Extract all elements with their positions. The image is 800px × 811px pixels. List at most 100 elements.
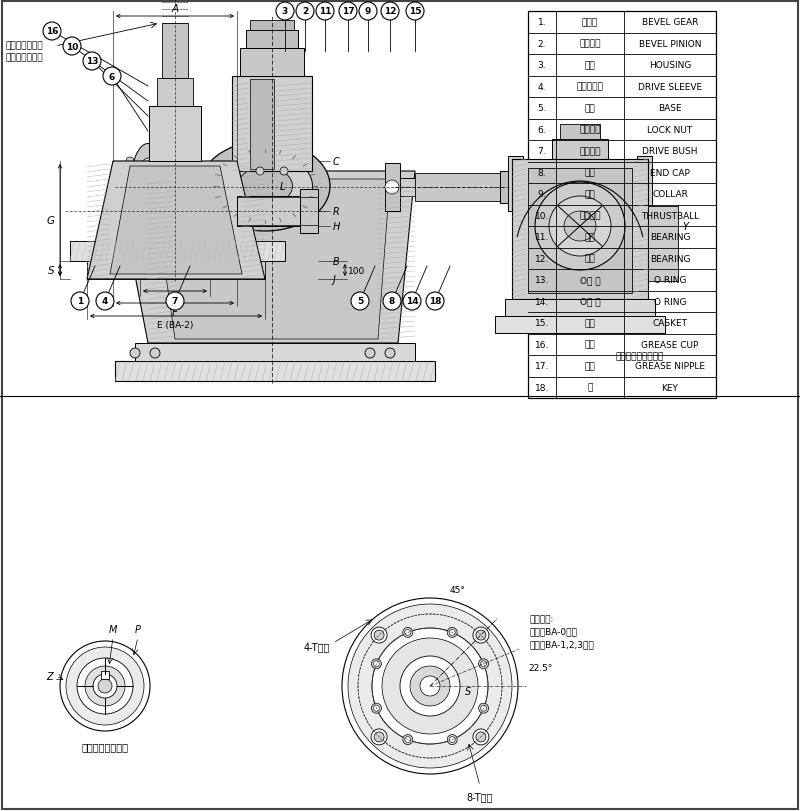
Ellipse shape <box>238 168 293 206</box>
Circle shape <box>478 703 489 714</box>
Text: 11: 11 <box>318 7 331 16</box>
Circle shape <box>296 3 314 21</box>
Circle shape <box>374 706 379 711</box>
Text: 3: 3 <box>282 7 288 16</box>
Text: 6.: 6. <box>538 126 546 135</box>
Bar <box>508 157 523 212</box>
Text: KEY: KEY <box>662 384 678 393</box>
Bar <box>528 12 716 398</box>
Text: BEVEL PINION: BEVEL PINION <box>638 40 702 49</box>
Text: 接盘: 接盘 <box>585 104 595 113</box>
Circle shape <box>473 628 489 643</box>
Circle shape <box>372 629 488 744</box>
Circle shape <box>385 181 399 195</box>
Circle shape <box>403 735 413 744</box>
Text: 12: 12 <box>384 7 396 16</box>
Text: O RING: O RING <box>654 276 686 285</box>
Text: GREASE NIPPLE: GREASE NIPPLE <box>635 362 705 371</box>
Text: F: F <box>172 307 178 318</box>
Text: 4: 4 <box>102 297 108 306</box>
Circle shape <box>166 293 184 311</box>
Circle shape <box>481 661 486 667</box>
Text: 100: 100 <box>348 266 366 275</box>
Ellipse shape <box>218 154 313 219</box>
Text: C: C <box>333 157 340 167</box>
Circle shape <box>403 628 413 637</box>
Text: 推力轴承: 推力轴承 <box>579 212 601 221</box>
Text: 弧齿轮: 弧齿轮 <box>582 18 598 28</box>
Text: 该尺寸详见主参数表: 该尺寸详见主参数表 <box>615 352 663 361</box>
Text: 17: 17 <box>342 7 354 16</box>
Circle shape <box>403 293 421 311</box>
Text: S: S <box>465 686 471 696</box>
Circle shape <box>382 638 478 734</box>
Text: 6: 6 <box>109 72 115 81</box>
Circle shape <box>83 53 101 71</box>
Circle shape <box>126 208 134 216</box>
Circle shape <box>339 3 357 21</box>
Text: BASE: BASE <box>658 104 682 113</box>
Text: 油杯: 油杯 <box>585 362 595 371</box>
Text: Z: Z <box>46 672 53 681</box>
Circle shape <box>130 349 140 358</box>
Circle shape <box>371 729 387 745</box>
Text: 轴承: 轴承 <box>585 233 595 242</box>
Bar <box>415 174 505 202</box>
Polygon shape <box>115 172 415 344</box>
Circle shape <box>449 736 455 743</box>
Text: 9: 9 <box>365 7 371 16</box>
Text: 15: 15 <box>409 7 422 16</box>
Text: 7: 7 <box>172 297 178 306</box>
Circle shape <box>383 293 401 311</box>
Text: 10: 10 <box>66 42 78 51</box>
Text: 2: 2 <box>302 7 308 16</box>
Bar <box>495 316 665 333</box>
Text: E (BA-2): E (BA-2) <box>157 320 193 329</box>
Text: J: J <box>333 275 336 285</box>
Text: A: A <box>171 4 178 14</box>
Circle shape <box>371 703 382 714</box>
Text: 8.: 8. <box>538 169 546 178</box>
Text: 轴承: 轴承 <box>585 255 595 264</box>
Bar <box>250 80 274 169</box>
Bar <box>385 164 400 212</box>
Bar <box>149 107 201 162</box>
Bar <box>240 49 304 77</box>
Ellipse shape <box>549 197 611 257</box>
Text: COLLAR: COLLAR <box>652 190 688 199</box>
Text: 13.: 13. <box>535 276 549 285</box>
Text: P: P <box>135 624 141 634</box>
Text: 4-T均布: 4-T均布 <box>304 642 330 651</box>
Bar <box>115 362 435 381</box>
Text: 45°: 45° <box>450 586 466 594</box>
Text: END CAP: END CAP <box>650 169 690 178</box>
Text: 8-T均布: 8-T均布 <box>467 791 493 801</box>
Polygon shape <box>110 167 242 275</box>
Bar <box>232 77 312 172</box>
Circle shape <box>371 659 382 669</box>
Bar <box>512 160 648 299</box>
Circle shape <box>473 729 489 745</box>
Circle shape <box>374 732 384 742</box>
Circle shape <box>96 293 114 311</box>
Text: 5: 5 <box>357 297 363 306</box>
Circle shape <box>374 630 384 641</box>
Text: 衬套: 衬套 <box>585 190 595 199</box>
Circle shape <box>420 676 440 696</box>
Circle shape <box>371 628 387 643</box>
Circle shape <box>126 182 134 191</box>
Text: R: R <box>333 207 340 217</box>
Text: 键: 键 <box>587 384 593 393</box>
Ellipse shape <box>564 212 596 242</box>
Circle shape <box>66 647 144 725</box>
Text: 壳体: 壳体 <box>585 61 595 71</box>
Circle shape <box>385 349 395 358</box>
Circle shape <box>98 679 112 693</box>
Text: BEARING: BEARING <box>650 255 690 264</box>
Circle shape <box>126 158 134 165</box>
Bar <box>135 344 415 362</box>
Bar <box>162 24 188 79</box>
Text: M: M <box>109 624 117 634</box>
Text: L: L <box>280 182 286 191</box>
Text: H: H <box>333 221 340 232</box>
